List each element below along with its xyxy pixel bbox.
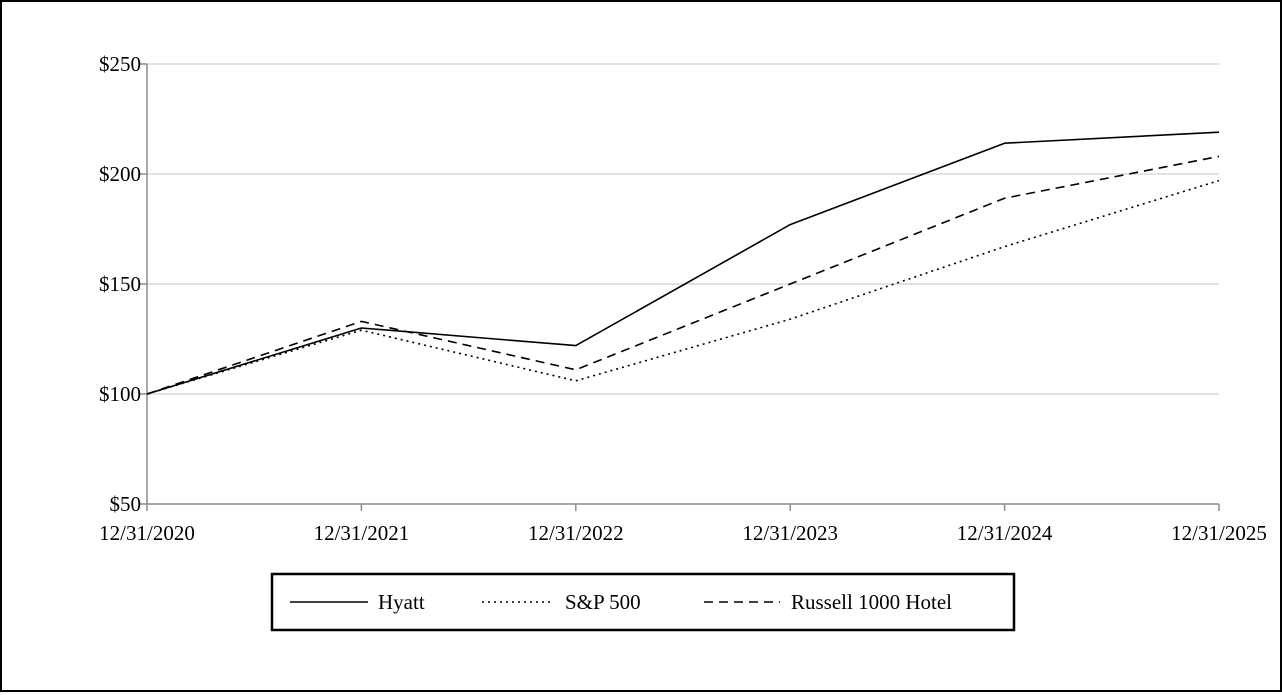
x-tick-label: 12/31/2025 [1171, 521, 1267, 545]
y-tick-label: $50 [110, 492, 142, 516]
series-line-2 [147, 156, 1219, 394]
x-tick-label: 12/31/2022 [528, 521, 624, 545]
series-line-0 [147, 132, 1219, 394]
legend-label-1: S&P 500 [565, 590, 641, 614]
y-tick-label: $100 [99, 382, 141, 406]
x-tick-label: 12/31/2024 [957, 521, 1053, 545]
y-tick-labels: $50 $100 $150 $200 $250 [99, 52, 141, 516]
legend-label-2: Russell 1000 Hotel [791, 590, 952, 614]
legend-label-0: Hyatt [378, 590, 425, 614]
x-tick-labels: 12/31/2020 12/31/2021 12/31/2022 12/31/2023… [99, 521, 1267, 545]
legend: Hyatt S&P 500 Russell 1000 Hotel [272, 574, 1014, 630]
x-tick-label: 12/31/2020 [99, 521, 195, 545]
series-line-1 [147, 181, 1219, 394]
y-tick-label: $150 [99, 272, 141, 296]
x-tick-label: 12/31/2021 [314, 521, 410, 545]
series-lines [147, 132, 1219, 394]
x-tick-label: 12/31/2023 [742, 521, 838, 545]
y-tick-label: $250 [99, 52, 141, 76]
y-tick-label: $200 [99, 162, 141, 186]
